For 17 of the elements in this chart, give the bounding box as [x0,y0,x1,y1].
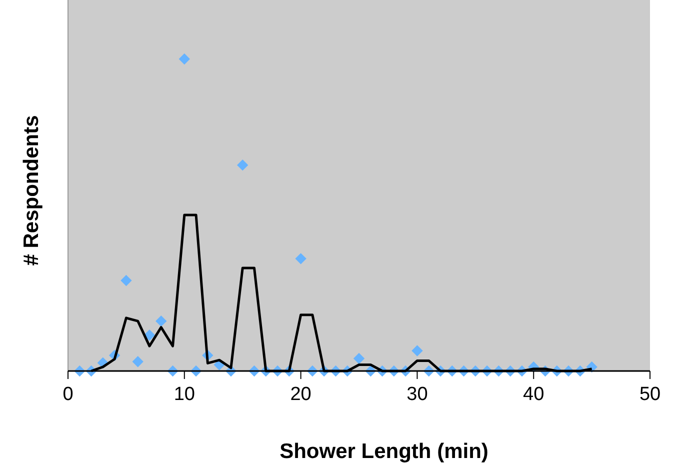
x-tick-label: 10 [174,384,195,405]
point [353,352,365,364]
point [412,345,423,356]
y-axis-title: # Respondents [20,115,43,266]
point [120,274,132,286]
x-tick-label: 40 [523,384,544,405]
point [237,159,248,171]
point [132,356,144,368]
point [295,253,306,264]
x-axis-title: Shower Length (min) [280,440,488,463]
point [156,315,167,327]
x-tick-label: 50 [639,384,661,405]
point [178,53,190,65]
x-tick-label: 0 [62,384,74,405]
point [144,330,156,341]
x-tick-label: 20 [290,384,312,405]
x-tick-label: 30 [406,384,428,405]
